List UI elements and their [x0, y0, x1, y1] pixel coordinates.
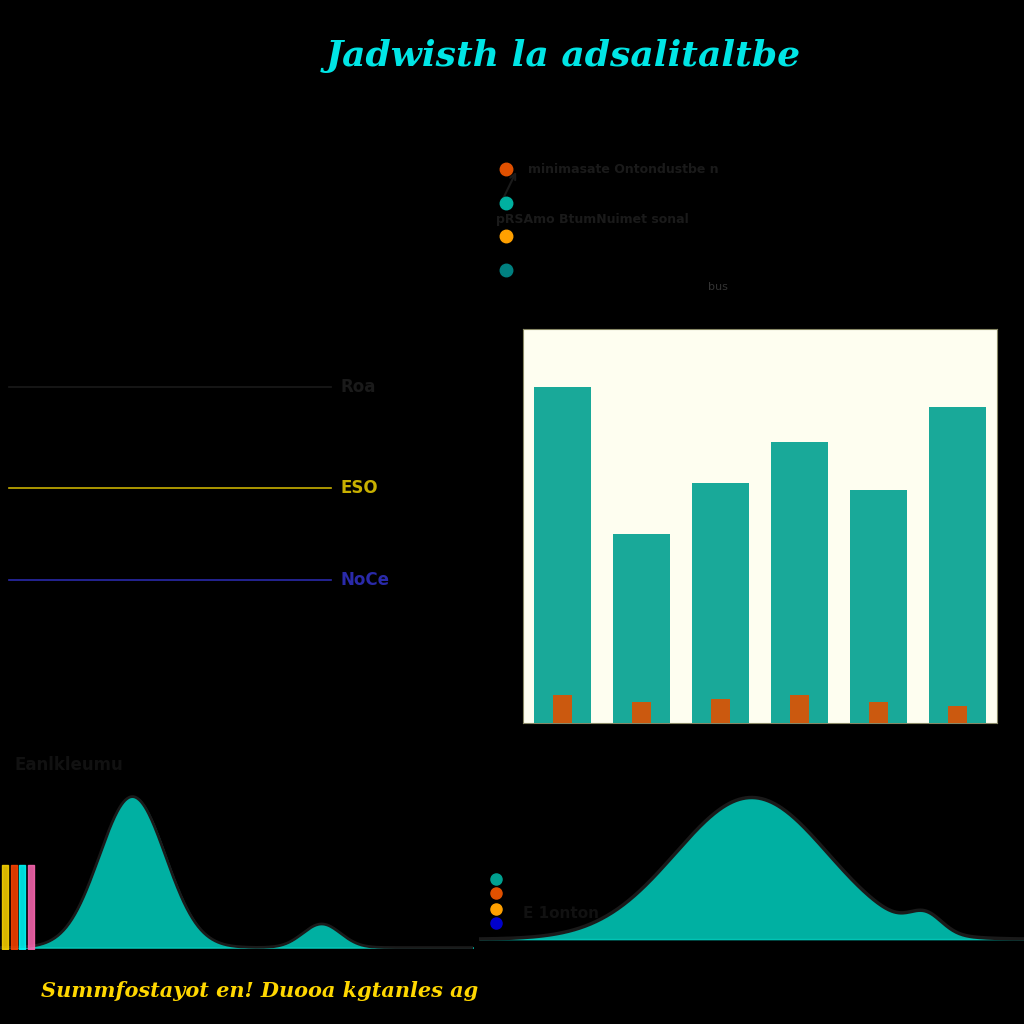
Bar	[612, 535, 670, 723]
Bar	[868, 702, 888, 723]
Text: bus: bus	[708, 282, 728, 292]
Bar	[929, 408, 986, 723]
Text: minimasate Ontondustbe n: minimasate Ontondustbe n	[528, 163, 719, 176]
Text: E 1onton: E 1onton	[523, 905, 599, 921]
Text: NoCe: NoCe	[341, 571, 389, 589]
Bar	[850, 489, 906, 723]
Text: Summfostayot en! Duooa kgtanles ag: Summfostayot en! Duooa kgtanles ag	[41, 981, 478, 1000]
Bar	[692, 483, 749, 723]
Bar	[771, 441, 827, 723]
Bar	[534, 387, 591, 723]
Bar	[948, 706, 967, 723]
Text: Eanlkleumu: Eanlkleumu	[14, 756, 123, 774]
Text: ESO: ESO	[341, 479, 378, 497]
Text: pRSAmo BtumNuimet sonal: pRSAmo BtumNuimet sonal	[496, 213, 688, 226]
Bar	[553, 695, 571, 723]
Text: Jadwisth la adsalitaltbe: Jadwisth la adsalitaltbe	[326, 39, 801, 74]
Bar	[711, 698, 730, 723]
Bar	[632, 702, 651, 723]
Text: Roa: Roa	[341, 378, 376, 396]
Bar	[790, 695, 809, 723]
